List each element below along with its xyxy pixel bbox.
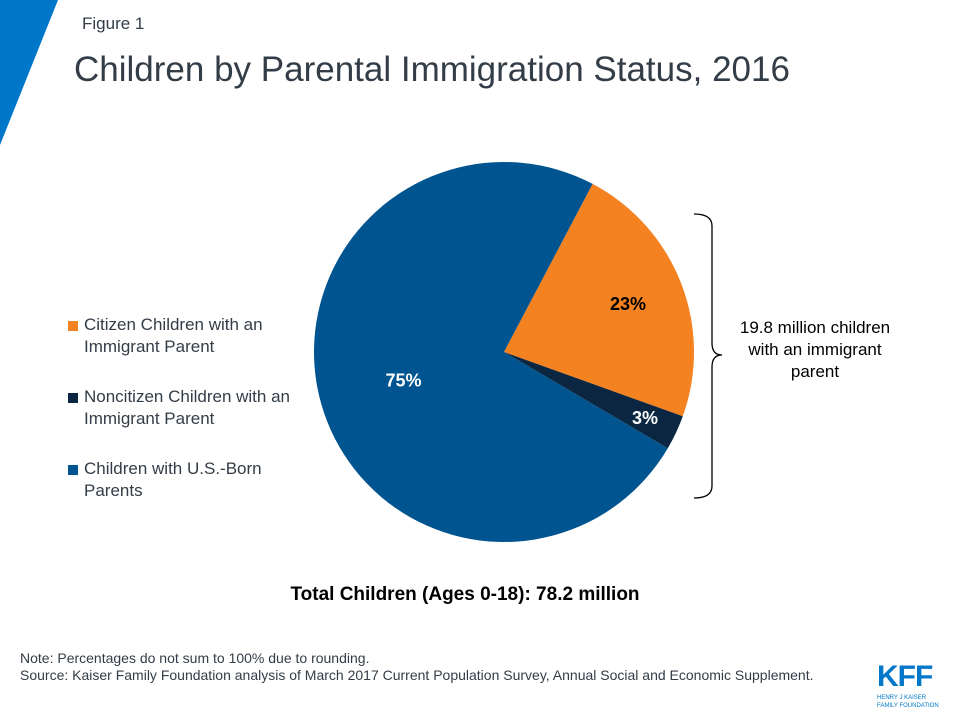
chart-title: Children by Parental Immigration Status,…	[74, 50, 790, 89]
kff-logo: KFF HENRY J KAISER FAMILY FOUNDATION	[877, 660, 953, 710]
legend-item-us-born: Children with U.S.-Born Parents	[68, 458, 314, 502]
pie-slice-1	[504, 352, 683, 449]
note-text: Note: Percentages do not sum to 100% due…	[20, 650, 370, 666]
legend-swatch	[68, 321, 78, 331]
corner-accent	[0, 0, 58, 145]
legend-label: Children with U.S.-Born Parents	[84, 459, 262, 500]
figure-label: Figure 1	[82, 14, 145, 33]
data-label-2: 75%	[385, 371, 421, 391]
pie-slice-2	[314, 161, 668, 542]
legend-label: Citizen Children with an Immigrant Paren…	[84, 315, 263, 356]
logo-line1: HENRY J KAISER	[877, 695, 927, 701]
bracket-annotation: 19.8 million children with an immigrant …	[739, 318, 891, 381]
notes: Note: Percentages do not sum to 100% due…	[20, 650, 850, 684]
legend-item-noncitizen: Noncitizen Children with an Immigrant Pa…	[68, 386, 314, 430]
legend-label: Noncitizen Children with an Immigrant Pa…	[84, 387, 290, 428]
bracket	[693, 213, 723, 499]
legend-item-citizen: Citizen Children with an Immigrant Paren…	[68, 314, 314, 358]
legend-swatch	[68, 393, 78, 403]
logo-line2: FAMILY FOUNDATION	[877, 703, 939, 709]
data-label-1: 3%	[632, 408, 658, 428]
legend-swatch	[68, 465, 78, 475]
data-label-0: 23%	[610, 294, 646, 314]
logo-main: KFF	[877, 660, 933, 693]
legend: Citizen Children with an Immigrant Paren…	[68, 314, 314, 530]
pie-slice-0	[504, 183, 694, 417]
source-text: Source: Kaiser Family Foundation analysi…	[20, 667, 814, 683]
total-label: Total Children (Ages 0-18): 78.2 million	[290, 584, 640, 605]
